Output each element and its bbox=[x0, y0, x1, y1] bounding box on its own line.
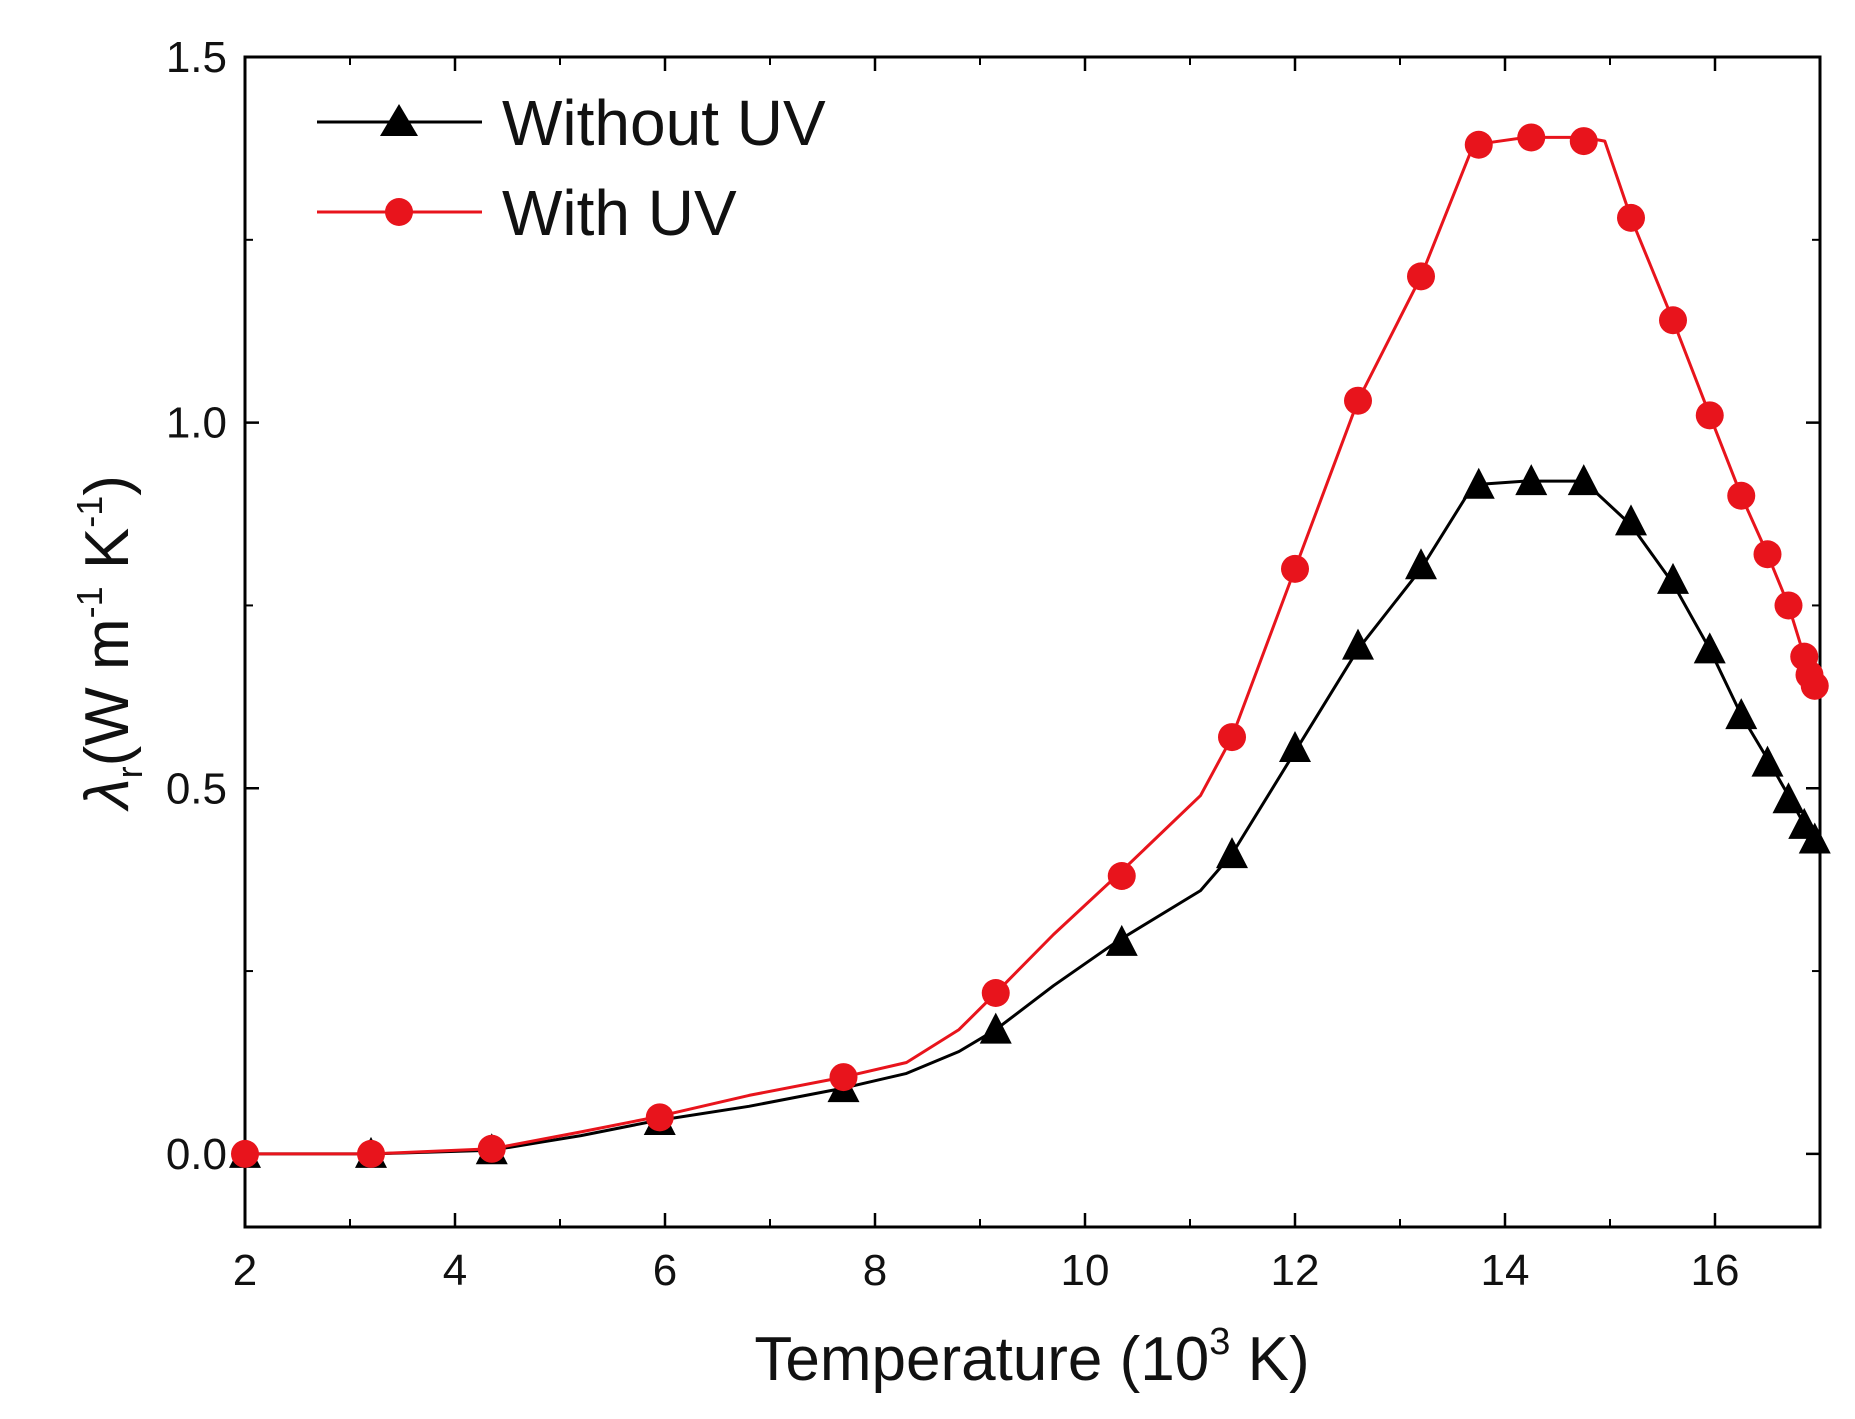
y-axis-title-subscript: r bbox=[109, 766, 150, 778]
data-point-triangle bbox=[1279, 731, 1311, 763]
axis-tick-labels: 2 4 6 8 10 12 14 16 0.0 0.5 1.0 1.5 bbox=[166, 33, 1740, 1295]
y-tick-label: 0.0 bbox=[166, 1130, 227, 1179]
data-point-triangle bbox=[1216, 837, 1248, 869]
y-axis-title-units: (W m bbox=[73, 618, 142, 766]
data-point-circle bbox=[1727, 481, 1756, 510]
data-point-triangle bbox=[1725, 698, 1758, 730]
data-point-triangle bbox=[1105, 924, 1138, 956]
y-axis-title-symbol: λ bbox=[73, 778, 142, 812]
data-point-circle bbox=[1107, 862, 1136, 890]
data-point-triangle bbox=[1693, 632, 1726, 664]
y-axis-title-k: K bbox=[73, 528, 142, 587]
x-tick-label: 14 bbox=[1481, 1246, 1530, 1295]
x-tick-label: 10 bbox=[1061, 1246, 1110, 1295]
data-point-circle bbox=[1517, 123, 1546, 152]
data-point-circle bbox=[1800, 671, 1829, 700]
data-point-circle bbox=[981, 979, 1010, 1007]
data-point-circle bbox=[645, 1103, 674, 1132]
x-tick-label: 8 bbox=[863, 1246, 887, 1295]
y-axis-title-superscript-1: -1 bbox=[69, 586, 110, 618]
data-point-triangle bbox=[1405, 548, 1437, 580]
y-axis-title: λr(W m-1 K-1) bbox=[69, 475, 150, 812]
x-axis-title-superscript: 3 bbox=[1209, 1321, 1230, 1363]
data-point-circle bbox=[1218, 723, 1246, 752]
data-point-circle bbox=[829, 1063, 858, 1092]
data-point-circle bbox=[1569, 127, 1598, 156]
data-point-triangle bbox=[1567, 464, 1600, 496]
data-point-circle bbox=[1695, 401, 1724, 430]
y-tick-label: 1.5 bbox=[166, 33, 227, 82]
data-point-triangle bbox=[1462, 467, 1495, 499]
y-tick-label: 0.5 bbox=[166, 764, 227, 813]
axis-ticks bbox=[243, 55, 1820, 1227]
y-axis-title-close: ) bbox=[73, 475, 142, 496]
data-point-triangle bbox=[1615, 504, 1647, 536]
y-tick-label: 1.0 bbox=[166, 399, 227, 448]
x-tick-label: 12 bbox=[1271, 1246, 1320, 1295]
x-tick-label: 2 bbox=[233, 1246, 257, 1295]
data-point-triangle bbox=[1798, 822, 1831, 854]
x-tick-label: 6 bbox=[653, 1246, 677, 1295]
legend-without-uv-marker bbox=[380, 104, 418, 136]
x-axis-title-text: Temperature (10 bbox=[754, 1325, 1209, 1394]
data-point-triangle bbox=[1515, 464, 1548, 496]
legend: Without UV With UV bbox=[317, 87, 826, 249]
legend-with-uv-marker bbox=[385, 198, 413, 226]
legend-without-uv-label: Without UV bbox=[502, 87, 826, 159]
plot-frame bbox=[243, 55, 1822, 1229]
x-axis-title-tail: K) bbox=[1230, 1325, 1309, 1394]
data-point-triangle bbox=[979, 1012, 1012, 1044]
series-with-uv bbox=[231, 123, 1829, 1168]
data-point-circle bbox=[1659, 306, 1687, 335]
data-point-circle bbox=[1407, 262, 1435, 291]
data-point-circle bbox=[1281, 554, 1309, 583]
x-axis-title: Temperature (103 K) bbox=[754, 1321, 1309, 1394]
data-point-circle bbox=[1774, 591, 1803, 620]
data-point-circle bbox=[1753, 540, 1782, 569]
data-point-triangle bbox=[1657, 562, 1689, 594]
data-point-circle bbox=[477, 1134, 506, 1163]
x-tick-label: 16 bbox=[1691, 1246, 1740, 1295]
y-axis-title-superscript-2: -1 bbox=[69, 496, 110, 528]
series-line bbox=[245, 479, 1822, 1156]
data-point-triangle bbox=[1342, 628, 1374, 660]
data-point-circle bbox=[231, 1139, 259, 1168]
legend-with-uv-label: With UV bbox=[502, 177, 737, 249]
data-point-circle bbox=[1344, 386, 1372, 415]
series-layer bbox=[229, 123, 1831, 1168]
data-point-circle bbox=[357, 1139, 385, 1168]
x-tick-label: 4 bbox=[443, 1246, 467, 1295]
data-point-circle bbox=[1464, 130, 1493, 159]
data-point-triangle bbox=[1751, 745, 1784, 777]
data-point-triangle bbox=[1772, 782, 1805, 814]
data-point-circle bbox=[1617, 203, 1645, 232]
